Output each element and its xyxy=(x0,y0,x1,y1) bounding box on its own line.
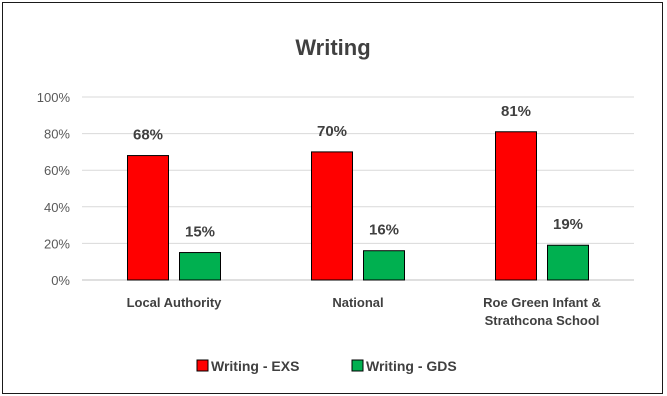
data-label: 16% xyxy=(369,222,399,239)
bar xyxy=(363,250,405,281)
y-tick-label: 0% xyxy=(51,273,70,288)
legend-label: Writing - EXS xyxy=(211,358,299,374)
data-label: 68% xyxy=(133,127,163,144)
x-tick-label: National xyxy=(332,295,383,310)
bars xyxy=(127,131,589,281)
bar xyxy=(495,131,537,281)
bar xyxy=(311,151,353,281)
x-axis-labels: Local Authority National Roe Green Infant … xyxy=(127,295,601,328)
x-tick-label: Local Authority xyxy=(127,295,223,310)
y-tick-label: 40% xyxy=(44,200,70,215)
y-axis-ticks: 0% 20% 40% 60% 80% 100% xyxy=(37,90,71,288)
y-tick-label: 100% xyxy=(37,90,71,105)
legend-swatch xyxy=(351,359,364,372)
chart-title: Writing xyxy=(295,35,370,60)
x-tick-label: Strathcona School xyxy=(485,313,600,328)
x-tick-label: Roe Green Infant & xyxy=(483,295,601,310)
legend: Writing - EXS Writing - GDS xyxy=(196,358,457,374)
legend-label: Writing - GDS xyxy=(366,358,457,374)
data-label: 15% xyxy=(185,224,215,241)
bar xyxy=(179,252,221,281)
data-labels: 68% 15% 70% 16% 81% 19% xyxy=(133,103,583,241)
y-tick-label: 60% xyxy=(44,163,70,178)
data-label: 19% xyxy=(553,216,583,233)
y-tick-label: 20% xyxy=(44,236,70,251)
data-label: 70% xyxy=(317,123,347,140)
bar xyxy=(127,155,169,281)
bar xyxy=(547,244,589,281)
gridlines xyxy=(82,96,634,281)
legend-swatch xyxy=(196,359,209,372)
y-tick-label: 80% xyxy=(44,127,70,142)
data-label: 81% xyxy=(501,103,531,120)
